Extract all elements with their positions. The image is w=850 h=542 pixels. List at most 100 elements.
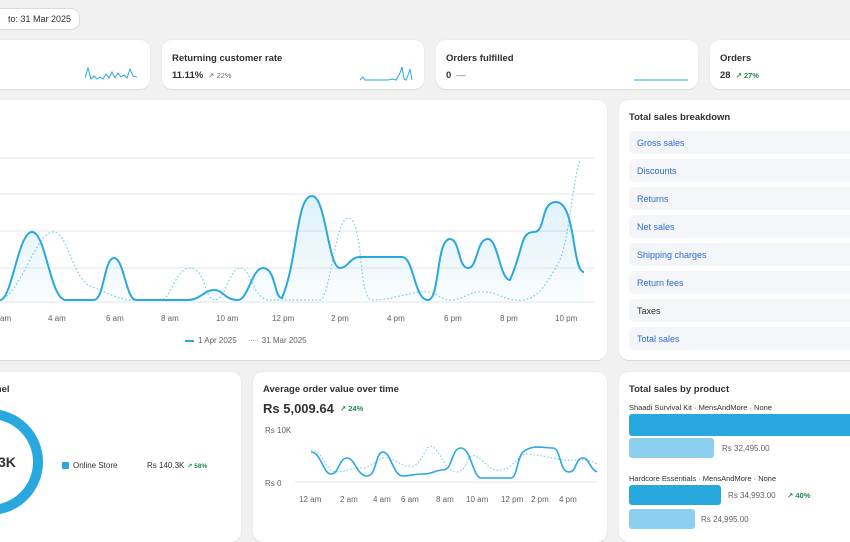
breakdown-row-returns[interactable]: Returns <box>629 187 850 210</box>
metric-value: 0 <box>446 70 452 81</box>
x-tick-label: 12 pm <box>501 495 524 504</box>
metric-delta-value: 22% <box>216 71 232 80</box>
x-tick-label: 8 am <box>436 495 454 504</box>
breakdown-link[interactable]: Return fees <box>637 277 684 288</box>
breakdown-link[interactable]: Shipping charges <box>637 249 707 260</box>
x-tick-label: 4 pm <box>559 495 577 504</box>
sales-by-channel-card: nnel 3K Online Store Rs 140.3K ↗ 58% <box>0 372 241 542</box>
donut-ring <box>0 409 43 515</box>
x-tick-label: 12 am <box>299 495 322 504</box>
breakdown-row-taxes: Taxes <box>629 299 850 322</box>
metric-value-row: 0 — <box>446 70 466 81</box>
channel-delta-value: 58% <box>194 463 208 470</box>
metric-card-returning-customer-rate[interactable]: Returning customer rate 11.11% ↗ 22% <box>162 40 424 89</box>
product-bar-current[interactable] <box>629 485 721 505</box>
channel-delta: ↗ 58% <box>187 462 207 470</box>
legend-item-previous[interactable]: 31 Mar 2025 <box>248 336 307 345</box>
product-name: Hardcore Essentials · MensAndMore · None <box>629 474 777 483</box>
card-title: Average order value over time <box>263 384 399 395</box>
chart-legend: 1 Apr 2025 31 Mar 2025 <box>185 336 307 345</box>
product-delta-value: 40% <box>795 491 811 500</box>
x-tick-label: 10 am <box>466 495 489 504</box>
sales-by-product-card: Total sales by product Shaadi Survival K… <box>619 372 850 542</box>
channel-name: Online Store <box>73 461 118 470</box>
x-tick-label: 10 am <box>216 314 239 323</box>
arrow-up-right-icon: ↗ <box>187 463 193 470</box>
sales-breakdown-card: Total sales breakdown Gross sales Discou… <box>619 100 850 360</box>
donut-center-value: 3K <box>0 454 16 470</box>
channel-swatch <box>62 462 69 469</box>
metric-delta: — <box>456 70 466 81</box>
x-tick-label: 6 pm <box>444 314 462 323</box>
metric-value: 28 <box>720 70 731 81</box>
product-bar-label: Rs 32,495.00 <box>722 444 770 453</box>
x-tick-label: am <box>0 314 11 323</box>
metric-value-row: 28 ↗ 27% <box>720 70 759 81</box>
y-tick-label: Rs 0 <box>265 479 282 488</box>
product-bar-previous[interactable] <box>629 509 695 529</box>
metric-title: Orders fulfilled <box>446 53 514 64</box>
card-title: Total sales by product <box>629 384 730 395</box>
sparkline <box>85 66 138 80</box>
arrow-diagonal-icon: ↗ <box>208 71 215 80</box>
date-compare-pill[interactable]: to: 31 Mar 2025 <box>0 9 80 29</box>
channel-legend-item[interactable]: Online Store <box>62 461 117 470</box>
x-tick-label: 6 am <box>106 314 124 323</box>
product-delta: ↗ 40% <box>787 491 810 500</box>
metric-value-row: 11.11% ↗ 22% <box>172 70 232 81</box>
metric-value: 11.11% <box>172 70 204 81</box>
product-bar-previous[interactable] <box>629 438 714 458</box>
breakdown-row-discounts[interactable]: Discounts <box>629 159 850 182</box>
breakdown-link[interactable]: Discounts <box>637 165 677 176</box>
sparkline <box>360 66 413 81</box>
breakdown-link[interactable]: Gross sales <box>637 137 685 148</box>
legend-label: 31 Mar 2025 <box>261 336 307 345</box>
metric-card-orders[interactable]: Orders 28 ↗ 27% <box>710 40 850 89</box>
breakdown-row-return-fees[interactable]: Return fees <box>629 271 850 294</box>
y-tick-label: Rs 10K <box>265 426 292 435</box>
card-title: nnel <box>0 384 10 395</box>
aov-card: Average order value over time Rs 5,009.6… <box>253 372 607 542</box>
sales-over-time-card: am 4 am 6 am 8 am 10 am 12 pm 2 pm 4 pm … <box>0 100 607 360</box>
legend-item-current[interactable]: 1 Apr 2025 <box>185 336 237 345</box>
x-tick-label: 2 am <box>340 495 358 504</box>
channel-donut[interactable] <box>0 404 60 524</box>
legend-label: 1 Apr 2025 <box>198 336 237 345</box>
breakdown-row-gross-sales[interactable]: Gross sales <box>629 131 850 154</box>
metric-delta: ↗ 27% <box>736 71 759 80</box>
aov-current-line <box>310 446 598 479</box>
aov-delta-value: 24% <box>348 404 364 413</box>
arrow-up-right-icon: ↗ <box>787 491 794 500</box>
x-tick-label: 8 am <box>161 314 179 323</box>
x-tick-label: 12 pm <box>272 314 295 323</box>
metric-card-partial[interactable] <box>0 40 150 89</box>
metric-card-orders-fulfilled[interactable]: Orders fulfilled 0 — <box>436 40 698 89</box>
breakdown-row-total-sales[interactable]: Total sales <box>629 327 850 350</box>
breakdown-link[interactable]: Net sales <box>637 221 675 232</box>
breakdown-link[interactable]: Returns <box>637 193 669 204</box>
x-tick-label: 2 pm <box>331 314 349 323</box>
aov-chart[interactable]: Rs 10K Rs 0 12 am 2 am 4 am 6 am 8 am 10… <box>253 372 607 542</box>
sparkline <box>634 79 688 81</box>
x-tick-label: 6 am <box>401 495 419 504</box>
metric-delta-value: 27% <box>743 71 759 80</box>
sales-chart[interactable]: am 4 am 6 am 8 am 10 am 12 pm 2 pm 4 pm … <box>0 100 607 360</box>
x-tick-label: 2 pm <box>531 495 549 504</box>
arrow-up-right-icon: ↗ <box>339 404 347 413</box>
aov-value-row: Rs 5,009.64 ↗ 24% <box>263 401 363 416</box>
x-tick-label: 4 pm <box>387 314 405 323</box>
product-name: Shaadi Survival Kit · MensAndMore · None <box>629 403 772 412</box>
product-bar-label: Rs 34,993.00 <box>728 491 776 500</box>
breakdown-row-shipping-charges[interactable]: Shipping charges <box>629 243 850 266</box>
product-bar-current[interactable] <box>629 414 850 436</box>
metric-title: Orders <box>720 53 752 64</box>
metric-title: Returning customer rate <box>172 53 283 64</box>
legend-swatch <box>248 340 258 341</box>
x-tick-label: 4 am <box>373 495 391 504</box>
date-compare-label: to: 31 Mar 2025 <box>8 14 72 24</box>
x-axis-labels: am 4 am 6 am 8 am 10 am 12 pm 2 pm 4 pm … <box>0 314 578 323</box>
breakdown-row-net-sales[interactable]: Net sales <box>629 215 850 238</box>
breakdown-link[interactable]: Total sales <box>637 333 680 344</box>
metric-delta: ↗ 22% <box>208 71 231 80</box>
current-series-line <box>0 194 585 302</box>
